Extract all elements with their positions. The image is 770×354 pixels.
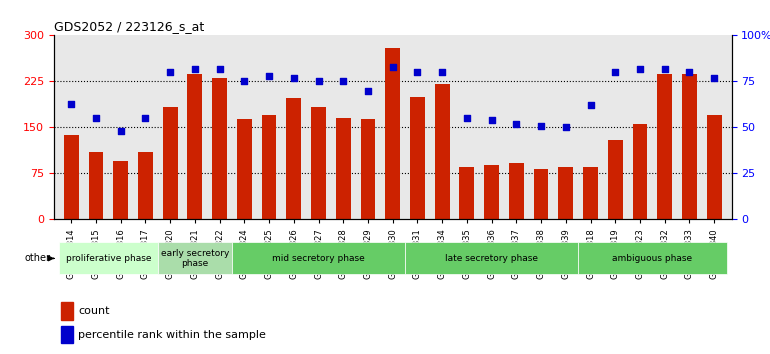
Point — [535, 123, 547, 129]
Bar — [286, 98, 301, 219]
Bar — [558, 167, 573, 219]
Point — [139, 115, 152, 121]
Point — [634, 66, 646, 72]
Text: proliferative phase: proliferative phase — [65, 254, 151, 263]
Point — [263, 73, 275, 79]
Bar — [237, 119, 252, 219]
Bar — [162, 107, 178, 219]
Bar — [158, 242, 232, 274]
Bar — [113, 161, 128, 219]
Point — [65, 101, 77, 106]
Bar — [360, 119, 376, 219]
Text: early secretory
phase: early secretory phase — [161, 249, 229, 268]
Bar — [707, 115, 721, 219]
Point — [164, 69, 176, 75]
Bar — [61, 326, 73, 343]
Bar — [64, 136, 79, 219]
Bar — [460, 167, 474, 219]
Text: GDS2052 / 223126_s_at: GDS2052 / 223126_s_at — [54, 20, 204, 33]
Bar — [583, 167, 598, 219]
Text: count: count — [79, 306, 110, 316]
Text: mid secretory phase: mid secretory phase — [272, 254, 365, 263]
Point — [560, 125, 572, 130]
Bar — [262, 115, 276, 219]
Point — [213, 66, 226, 72]
Bar — [608, 140, 623, 219]
Bar — [232, 242, 405, 274]
Bar — [59, 242, 158, 274]
Bar — [484, 165, 499, 219]
Bar — [658, 74, 672, 219]
Bar — [578, 242, 727, 274]
Point — [683, 69, 695, 75]
Bar — [61, 302, 73, 320]
Bar — [311, 107, 326, 219]
Point — [511, 121, 523, 127]
Text: ambiguous phase: ambiguous phase — [612, 254, 692, 263]
Bar — [682, 74, 697, 219]
Bar — [435, 85, 450, 219]
Point — [313, 79, 325, 84]
Point — [288, 75, 300, 81]
Text: late secretory phase: late secretory phase — [445, 254, 538, 263]
Point — [658, 66, 671, 72]
Bar — [509, 163, 524, 219]
Bar — [89, 152, 103, 219]
Point — [460, 115, 473, 121]
Bar — [138, 152, 152, 219]
Point — [238, 79, 250, 84]
Point — [436, 69, 448, 75]
Bar — [187, 74, 203, 219]
Text: percentile rank within the sample: percentile rank within the sample — [79, 330, 266, 339]
Bar — [534, 169, 548, 219]
Point — [337, 79, 350, 84]
Bar — [410, 97, 425, 219]
Point — [485, 117, 497, 123]
Bar — [385, 48, 400, 219]
Point — [411, 69, 424, 75]
Point — [609, 69, 621, 75]
Bar — [213, 78, 227, 219]
Point — [90, 115, 102, 121]
Bar — [633, 124, 648, 219]
Point — [387, 64, 399, 69]
Point — [189, 66, 201, 72]
Point — [362, 88, 374, 93]
Bar — [405, 242, 578, 274]
Point — [115, 128, 127, 134]
Point — [584, 103, 597, 108]
Point — [708, 75, 721, 81]
Text: other: other — [25, 253, 51, 263]
Bar — [336, 118, 350, 219]
